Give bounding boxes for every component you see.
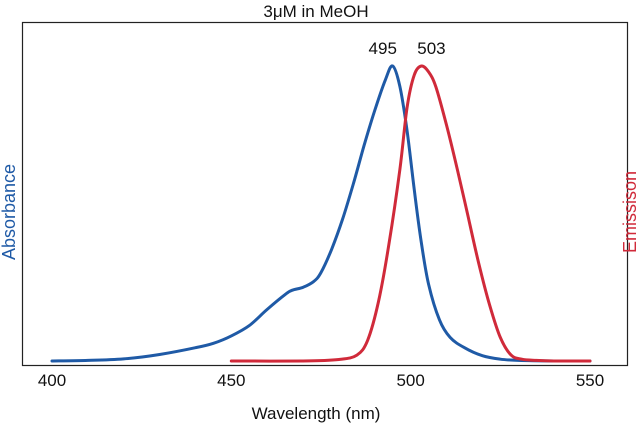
x-tick-label: 500 [396,371,424,390]
y-axis-label-absorbance: Absorbance [0,164,19,260]
peak-label: 495 [369,39,397,58]
absorbance-curve [50,64,592,363]
x-tick-label: 400 [38,371,66,390]
plot-frame [21,21,629,367]
peak-label: 503 [417,39,445,58]
x-tick-label: 450 [217,371,245,390]
chart-title: 3μM in MeOH [263,2,368,21]
x-tick-label: 550 [576,371,604,390]
series-curves [50,64,592,363]
x-tick-labels: 400 450 500 550 [38,371,604,390]
y-axis-label-emission: Emissison [620,171,640,253]
emission-curve [229,64,592,363]
peak-labels: 495 503 [369,39,446,58]
x-axis-label: Wavelength (nm) [252,404,381,423]
